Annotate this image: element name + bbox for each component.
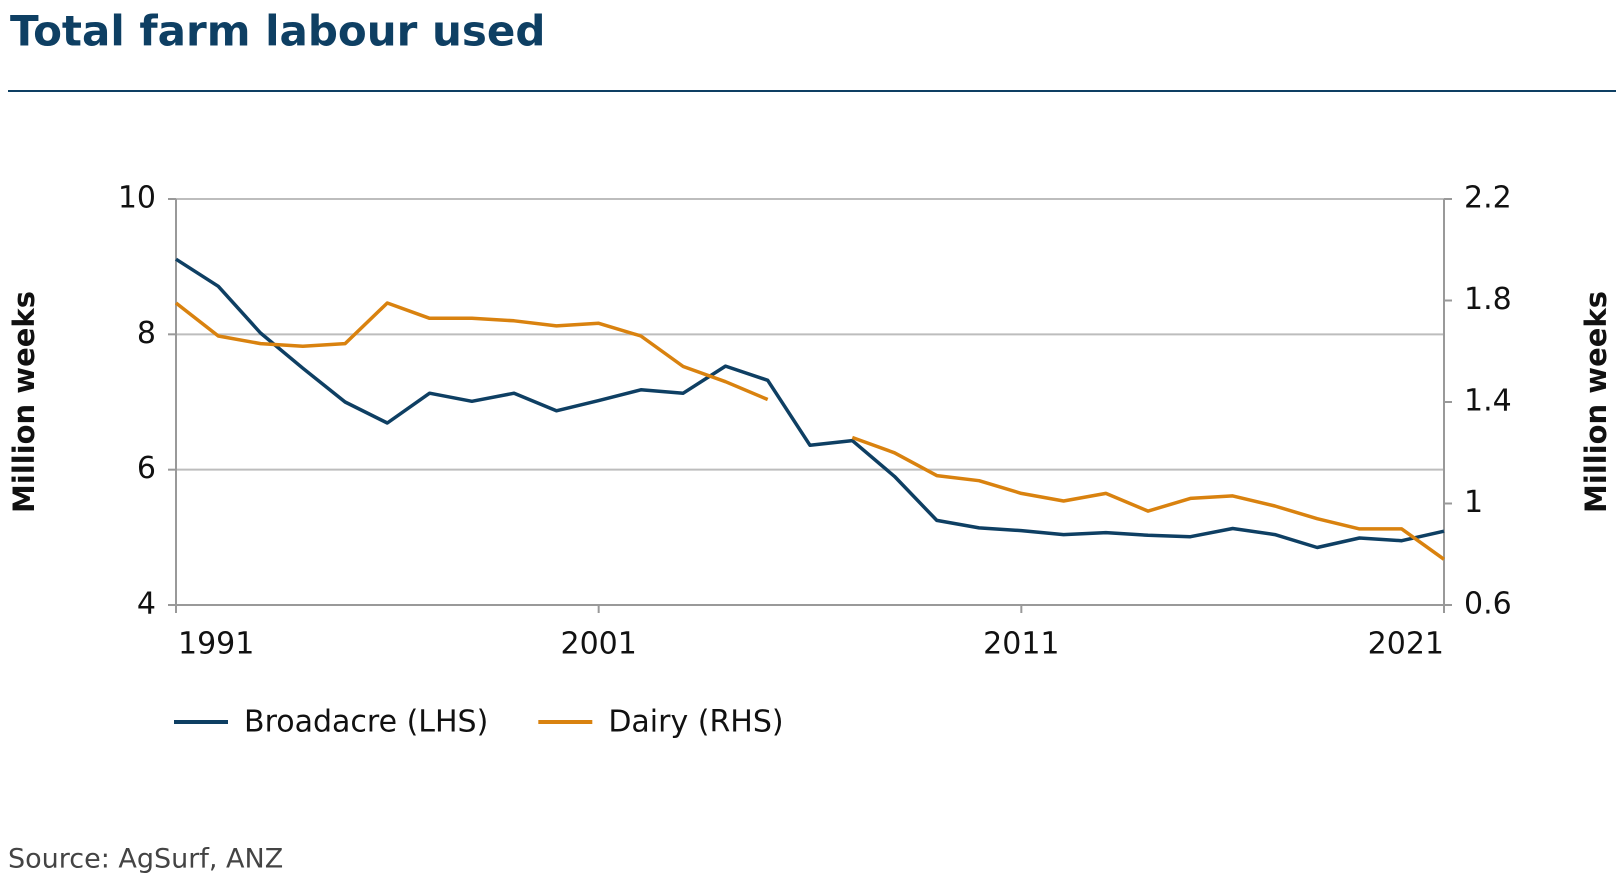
y2-axis-label: Million weeks xyxy=(1579,291,1613,513)
source-note: Source: AgSurf, ANZ xyxy=(8,844,283,875)
y2-tick-label: 2.2 xyxy=(1464,181,1512,216)
y2-tick-label: 0.6 xyxy=(1464,587,1512,622)
y-tick-label: 10 xyxy=(118,181,156,216)
x-tick-label: 2011 xyxy=(983,627,1059,662)
x-tick-label: 2001 xyxy=(560,627,636,662)
y-tick-label: 6 xyxy=(137,451,156,486)
y-tick-label: 4 xyxy=(137,587,156,622)
x-tick-label: 2021 xyxy=(1368,627,1444,662)
legend-label: Dairy (RHS) xyxy=(608,705,783,740)
y-tick-label: 8 xyxy=(137,316,156,351)
y2-tick-label: 1.4 xyxy=(1464,384,1512,419)
y2-tick-label: 1 xyxy=(1464,485,1483,520)
series-line xyxy=(175,257,1445,550)
x-tick-label: 1991 xyxy=(178,627,254,662)
chart-title: Total farm labour used xyxy=(10,7,545,56)
y-axis-label: Million weeks xyxy=(7,291,41,513)
legend-label: Broadacre (LHS) xyxy=(244,705,488,740)
series-line xyxy=(174,301,1446,561)
y2-tick-label: 1.8 xyxy=(1464,282,1512,317)
